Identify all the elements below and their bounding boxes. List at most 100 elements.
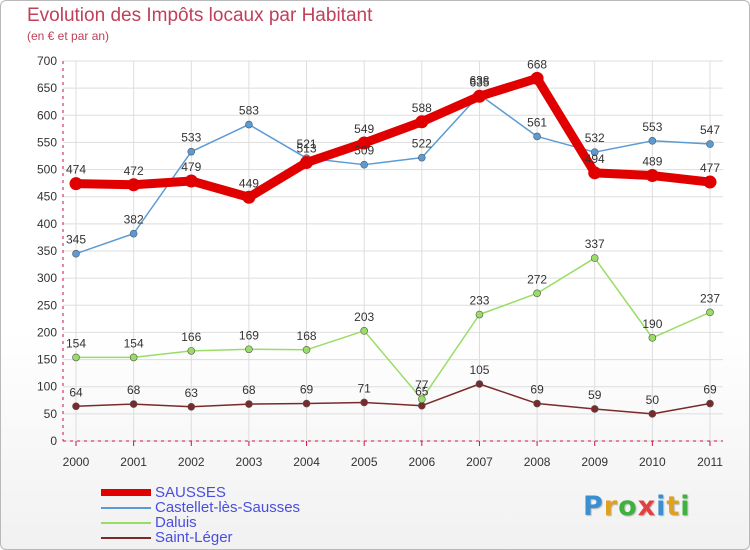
- data-point: [530, 71, 544, 85]
- legend-label-daluis: Daluis: [155, 514, 197, 531]
- data-label: 69: [703, 383, 717, 397]
- data-point: [706, 308, 714, 317]
- data-point: [245, 345, 253, 354]
- data-point: [187, 147, 196, 156]
- data-label: 169: [239, 328, 259, 342]
- y-tick-label: 350: [37, 244, 57, 258]
- data-point: [418, 395, 426, 404]
- x-tick-label: 2009: [581, 455, 608, 469]
- data-label: 105: [469, 363, 489, 377]
- y-tick-label: 250: [37, 298, 57, 312]
- legend-swatch-daluis: [101, 522, 151, 524]
- x-tick-label: 2000: [63, 455, 90, 469]
- chart-subtitle: (en € et par an): [27, 29, 110, 43]
- data-label: 472: [124, 164, 144, 178]
- chart-title: Evolution des Impôts locaux par Habitant: [27, 5, 373, 26]
- data-point: [242, 190, 256, 204]
- data-label: 65: [415, 385, 429, 399]
- data-point: [648, 334, 657, 342]
- data-label: 533: [181, 131, 201, 145]
- data-label: 168: [297, 329, 317, 343]
- x-tick-label: 2005: [351, 455, 378, 469]
- data-label: 474: [66, 163, 86, 177]
- data-point: [590, 254, 599, 262]
- data-point: [706, 140, 714, 148]
- data-label: 547: [700, 123, 720, 137]
- data-label: 69: [530, 383, 544, 397]
- x-tick-label: 2006: [408, 455, 435, 469]
- legend-swatch-sausses: [101, 489, 151, 496]
- data-label: 77: [415, 378, 429, 392]
- legend-label-saint-leger: Saint-Léger: [155, 529, 233, 546]
- data-label: 477: [700, 161, 720, 175]
- data-label: 68: [242, 383, 256, 397]
- legend-label-sausses: SAUSSES: [155, 484, 226, 501]
- data-label: 549: [354, 122, 374, 136]
- series-line-0: [71, 73, 715, 202]
- data-point: [590, 148, 599, 156]
- data-label: 553: [642, 120, 662, 134]
- y-tick-label: 400: [37, 217, 57, 231]
- data-label: 479: [181, 160, 201, 174]
- data-point: [129, 400, 138, 408]
- data-label: 638: [469, 74, 489, 88]
- data-point: [187, 402, 196, 411]
- data-label: 166: [181, 330, 201, 344]
- x-tick-label: 2008: [524, 455, 551, 469]
- y-tick-label: 450: [37, 190, 57, 204]
- data-label: 382: [124, 213, 144, 227]
- data-label: 154: [124, 336, 144, 350]
- legend-swatch-castellet: [101, 507, 151, 509]
- data-label: 522: [412, 137, 432, 151]
- data-point: [302, 399, 311, 408]
- series-line-3: [75, 383, 711, 415]
- data-label: 668: [527, 57, 547, 71]
- data-label: 509: [354, 144, 374, 158]
- data-label: 63: [185, 386, 199, 400]
- x-tick-label: 2002: [178, 455, 205, 469]
- data-point: [648, 410, 657, 418]
- data-label: 337: [585, 237, 605, 251]
- y-tick-label: 150: [37, 353, 57, 367]
- series-line-1: [75, 93, 711, 255]
- data-label: 59: [588, 388, 602, 402]
- x-tick-label: 2007: [466, 455, 493, 469]
- data-point: [475, 380, 484, 388]
- data-label: 345: [66, 233, 86, 247]
- data-point: [300, 156, 314, 170]
- data-label: 272: [527, 272, 547, 286]
- data-label: 64: [69, 385, 83, 399]
- data-label: 635: [469, 75, 489, 89]
- y-tick-label: 650: [37, 81, 57, 95]
- x-tick-label: 2003: [236, 455, 263, 469]
- data-label: 588: [412, 101, 432, 115]
- data-point: [360, 160, 368, 169]
- data-point: [360, 326, 368, 335]
- data-label: 237: [700, 291, 720, 305]
- data-label: 69: [300, 383, 314, 397]
- y-tick-label: 550: [37, 135, 57, 149]
- data-point: [418, 153, 426, 162]
- data-label: 521: [297, 137, 317, 151]
- x-tick-label: 2001: [120, 455, 147, 469]
- y-tick-label: 600: [37, 108, 57, 122]
- y-tick-label: 200: [37, 325, 57, 339]
- data-point: [357, 136, 371, 150]
- data-point: [129, 229, 138, 238]
- x-tick-label: 2004: [293, 455, 320, 469]
- y-tick-label: 500: [37, 163, 57, 177]
- data-point: [72, 402, 80, 411]
- data-label: 203: [354, 310, 374, 324]
- data-point: [533, 399, 541, 408]
- data-label: 513: [297, 142, 317, 156]
- data-label: 190: [642, 317, 662, 331]
- data-label: 449: [239, 176, 259, 190]
- y-tick-label: 700: [37, 54, 57, 68]
- y-tick-label: 0: [50, 434, 57, 448]
- y-tick-label: 100: [37, 380, 57, 394]
- data-point: [69, 177, 83, 191]
- data-point: [703, 175, 717, 189]
- data-point: [648, 137, 657, 145]
- data-point: [472, 89, 486, 103]
